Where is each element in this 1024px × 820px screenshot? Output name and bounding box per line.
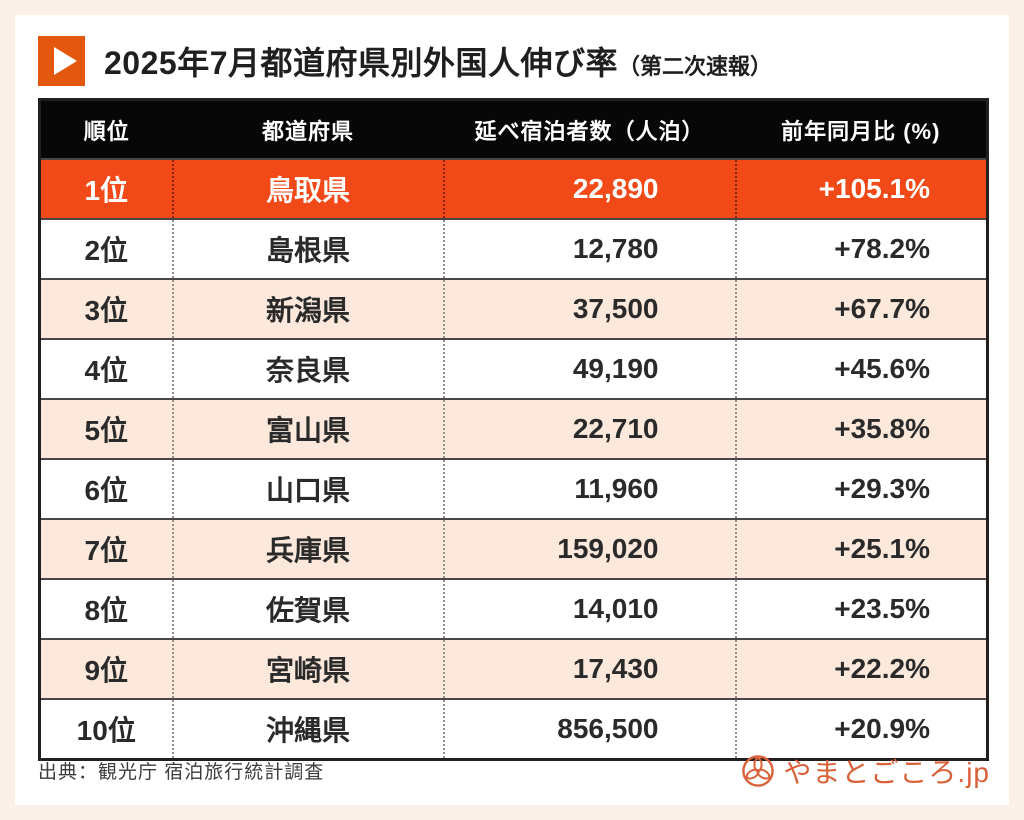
trefoil-circle-icon xyxy=(742,755,775,787)
header-rank: 順位 xyxy=(39,99,173,159)
cell-rank: 1位 xyxy=(39,158,173,219)
table-row: 3位 新潟県 37,500 +67.7% xyxy=(39,278,988,339)
page-title: 2025年7月都道府県別外国人伸び率（第二次速報） xyxy=(104,38,772,84)
cell-prefecture: 宮崎県 xyxy=(171,638,444,699)
cell-yoy: +35.8% xyxy=(734,398,988,459)
cell-yoy: +29.3% xyxy=(734,458,988,519)
cell-prefecture: 奈良県 xyxy=(171,338,444,399)
cell-yoy: +45.6% xyxy=(734,338,988,399)
cell-yoy: +22.2% xyxy=(734,638,988,699)
cell-guest-nights: 37,500 xyxy=(442,278,736,339)
header-guest-nights: 延べ宿泊者数（人泊） xyxy=(443,99,736,159)
logo-text: やまとごころ.jp xyxy=(783,757,990,788)
cell-rank: 10位 xyxy=(39,698,173,760)
cell-prefecture: 島根県 xyxy=(171,218,444,279)
table-row: 1位 鳥取県 22,890 +105.1% xyxy=(39,158,988,219)
header-prefecture: 都道府県 xyxy=(172,99,444,159)
cell-yoy: +20.9% xyxy=(734,698,988,760)
title-bar: 2025年7月都道府県別外国人伸び率（第二次速報） xyxy=(38,36,772,86)
cell-rank: 9位 xyxy=(39,638,173,699)
cell-yoy: +23.5% xyxy=(734,578,988,639)
cell-yoy: +67.7% xyxy=(734,278,988,339)
cell-guest-nights: 159,020 xyxy=(442,518,736,579)
ranking-table: 順位 都道府県 延べ宿泊者数（人泊） 前年同月比 (%) 1位 鳥取県 22,8… xyxy=(38,98,989,761)
infographic-sheet: 2025年7月都道府県別外国人伸び率（第二次速報） 順位 都道府県 延べ宿泊者数… xyxy=(15,15,1009,805)
table-row: 4位 奈良県 49,190 +45.6% xyxy=(39,338,988,399)
header-yoy: 前年同月比 (%) xyxy=(735,99,988,159)
cell-prefecture: 山口県 xyxy=(171,458,444,519)
cell-yoy: +105.1% xyxy=(734,158,988,219)
table-header-row: 順位 都道府県 延べ宿泊者数（人泊） 前年同月比 (%) xyxy=(39,99,988,159)
cell-rank: 4位 xyxy=(39,338,173,399)
cell-rank: 2位 xyxy=(39,218,173,279)
play-icon xyxy=(38,36,85,86)
cell-prefecture: 鳥取県 xyxy=(171,158,444,219)
cell-yoy: +25.1% xyxy=(734,518,988,579)
source-note: 出典：観光庁 宿泊旅行統計調査 xyxy=(38,762,325,783)
cell-prefecture: 沖縄県 xyxy=(171,698,444,760)
table-row: 6位 山口県 11,960 +29.3% xyxy=(39,458,988,519)
table-row: 9位 宮崎県 17,430 +22.2% xyxy=(39,638,988,699)
cell-rank: 5位 xyxy=(39,398,173,459)
cell-guest-nights: 14,010 xyxy=(442,578,736,639)
cell-yoy: +78.2% xyxy=(734,218,988,279)
cell-guest-nights: 49,190 xyxy=(442,338,736,399)
table-row: 2位 島根県 12,780 +78.2% xyxy=(39,218,988,279)
cell-guest-nights: 17,430 xyxy=(442,638,736,699)
cell-rank: 3位 xyxy=(39,278,173,339)
cell-prefecture: 佐賀県 xyxy=(171,578,444,639)
table-row: 10位 沖縄県 856,500 +20.9% xyxy=(39,698,988,760)
cell-prefecture: 新潟県 xyxy=(171,278,444,339)
play-triangle-icon xyxy=(53,47,77,75)
page-title-text: 2025年7月都道府県別外国人伸び率 xyxy=(104,45,618,81)
cell-guest-nights: 22,710 xyxy=(442,398,736,459)
table-row: 8位 佐賀県 14,010 +23.5% xyxy=(39,578,988,639)
cell-prefecture: 富山県 xyxy=(171,398,444,459)
cell-guest-nights: 856,500 xyxy=(442,698,736,760)
yamatogokoro-logo: やまとごころ.jp xyxy=(741,751,990,791)
cell-guest-nights: 12,780 xyxy=(442,218,736,279)
cell-rank: 8位 xyxy=(39,578,173,639)
cell-guest-nights: 22,890 xyxy=(442,158,736,219)
cell-prefecture: 兵庫県 xyxy=(171,518,444,579)
table-row: 7位 兵庫県 159,020 +25.1% xyxy=(39,518,988,579)
cell-rank: 7位 xyxy=(39,518,173,579)
page-title-note: （第二次速報） xyxy=(618,54,773,79)
cell-guest-nights: 11,960 xyxy=(442,458,736,519)
table-row: 5位 富山県 22,710 +35.8% xyxy=(39,398,988,459)
cell-rank: 6位 xyxy=(39,458,173,519)
